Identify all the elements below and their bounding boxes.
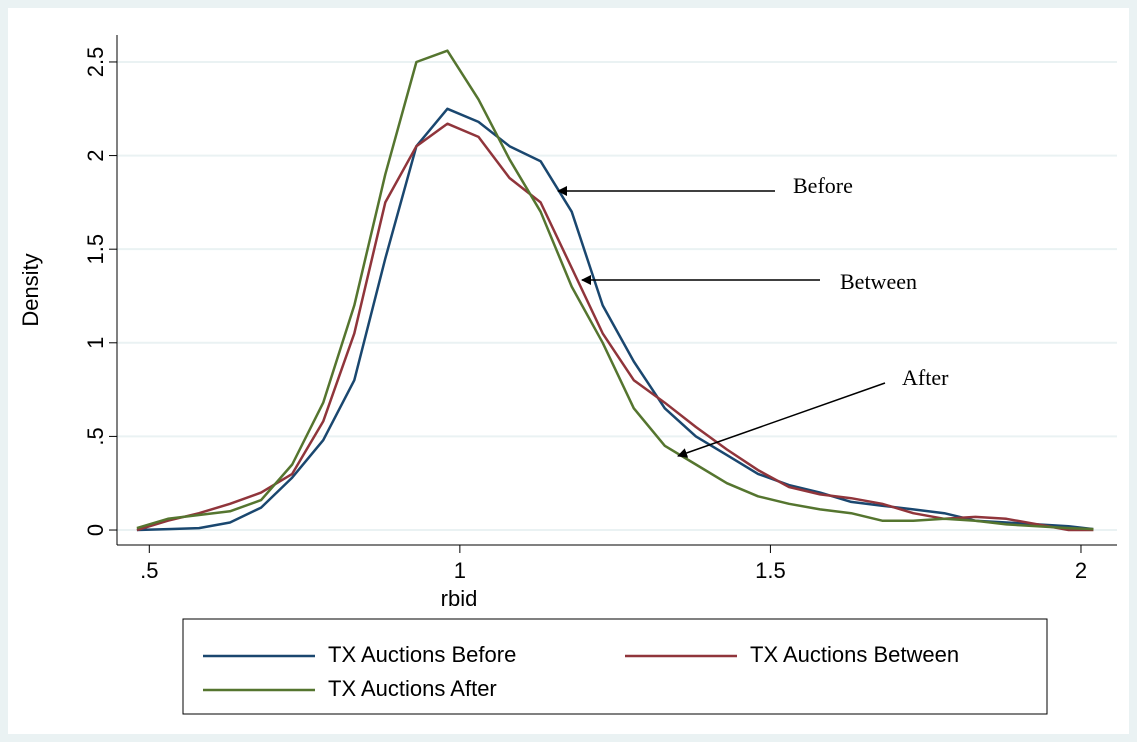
legend-label: TX Auctions After: [328, 676, 497, 701]
annotation-arrow: [677, 382, 886, 458]
annotation: Before: [793, 173, 853, 198]
x-tick-label: 1.5: [755, 558, 786, 583]
graph-region: [8, 8, 1129, 734]
y-tick-label: 1.5: [83, 234, 108, 265]
annotation: Between: [840, 269, 917, 294]
y-axis-label: Density: [18, 253, 43, 326]
legend-label: TX Auctions Before: [328, 642, 516, 667]
legend-box: [182, 618, 1048, 715]
legend-label: TX Auctions Between: [750, 642, 959, 667]
x-axis-label: rbid: [441, 586, 478, 611]
x-tick-label: 1: [454, 558, 466, 583]
y-tick-label: .5: [83, 427, 108, 445]
annotation: After: [902, 365, 949, 390]
y-tick-label: 1: [83, 337, 108, 349]
x-tick-label: 2: [1075, 558, 1087, 583]
series-line: [136, 107, 1094, 532]
y-tick-label: 2: [83, 149, 108, 161]
y-tick-label: 0: [83, 524, 108, 536]
x-tick-label: .5: [140, 558, 158, 583]
y-tick-label: 2.5: [83, 47, 108, 78]
series-line: [136, 49, 1094, 531]
